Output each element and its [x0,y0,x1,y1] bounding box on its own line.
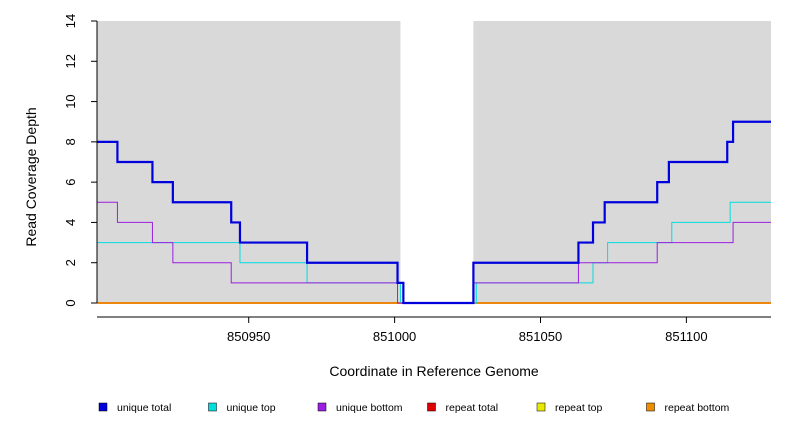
legend-swatch [427,402,436,412]
legend-swatch [208,402,217,412]
y-tick-label: 4 [63,219,78,226]
y-tick-label: 14 [63,14,78,28]
legend-label: unique bottom [336,402,403,414]
y-tick-label: 6 [63,179,78,186]
x-tick-label: 851000 [373,329,416,344]
y-tick-label: 0 [63,299,78,306]
legend-label: repeat bottom [665,402,730,414]
y-tick-label: 12 [63,54,78,68]
legend: unique total unique top unique bottom repea… [98,402,730,414]
y-axis-label: Read Coverage Depth [23,107,39,246]
legend-label: unique total [117,402,171,414]
legend-swatch [317,402,327,412]
legend-swatch [98,402,108,412]
x-tick-label: 850950 [227,329,270,344]
series-line-unique-bottom [97,201,771,304]
x-tick-label: 851100 [665,329,707,344]
legend-label: repeat top [555,402,602,414]
y-tick-label: 8 [63,138,78,145]
y-tick-label: 2 [63,259,78,266]
legend-label: unique top [227,402,276,414]
x-tick-label: 851050 [519,329,562,344]
y-tick-label: 10 [63,94,78,108]
series-lines [97,120,771,305]
x-axis-label: Coordinate in Reference Genome [329,363,539,379]
legend-label: repeat total [446,402,499,414]
legend-swatch [536,402,546,412]
axes: 0 2 4 6 8 10 12 14 850950 851000 851050 851100 [63,14,771,344]
series-line-unique-total [97,120,771,305]
legend-swatch [646,402,655,412]
